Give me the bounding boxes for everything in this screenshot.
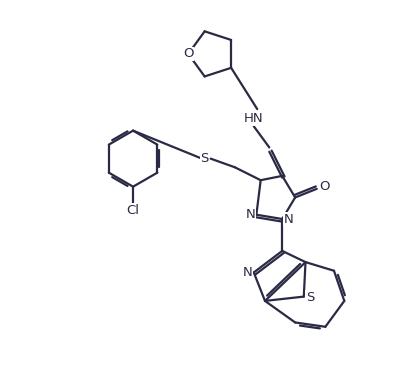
Text: S: S <box>201 152 209 165</box>
Text: N: N <box>284 213 293 225</box>
Text: N: N <box>245 208 255 221</box>
Text: Cl: Cl <box>127 204 140 217</box>
Text: N: N <box>243 266 253 279</box>
Text: HN: HN <box>244 112 263 125</box>
Text: O: O <box>319 180 330 193</box>
Text: S: S <box>306 291 314 304</box>
Text: O: O <box>183 47 194 61</box>
